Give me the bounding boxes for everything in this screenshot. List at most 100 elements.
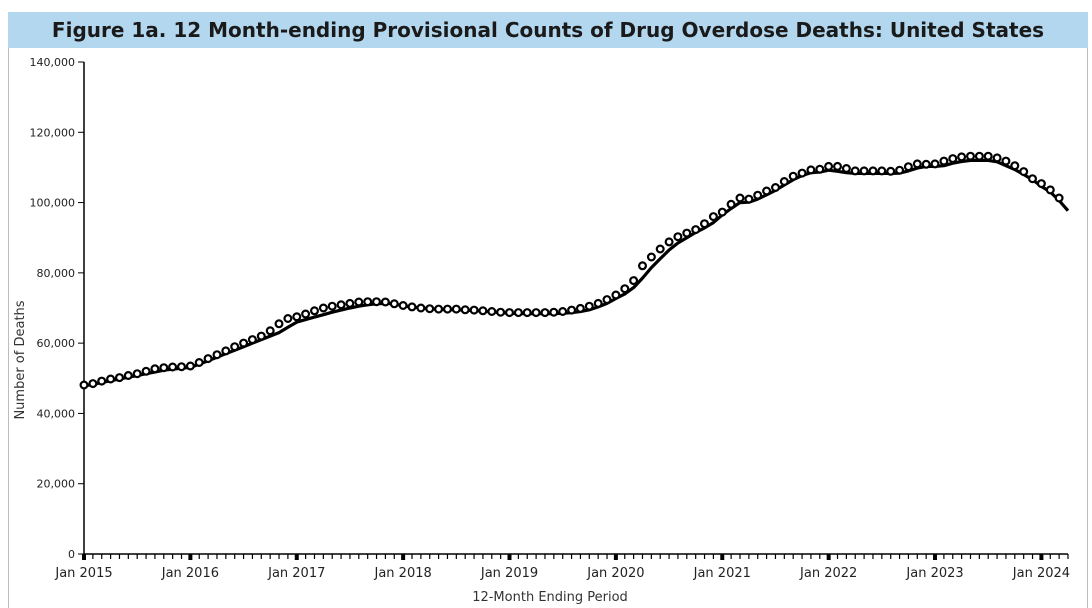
reported-point: [389, 299, 399, 309]
x-tick-label: Jan 2019: [480, 566, 538, 581]
reported-point: [354, 297, 364, 307]
reported-point: [1001, 156, 1011, 166]
reported-point: [274, 319, 284, 329]
y-tick-label: 80,000: [37, 267, 76, 280]
reported-point: [974, 151, 984, 161]
reported-point: [1036, 179, 1046, 189]
reported-point: [717, 207, 727, 217]
series-group: [79, 151, 1070, 390]
y-axis-ticks: 0 20,000 40,000 60,000 80,000 100,000 120,000 1…: [30, 56, 84, 561]
reported-point: [558, 307, 568, 317]
reported-point: [850, 166, 860, 176]
reported-point: [79, 380, 89, 390]
reported-point: [655, 244, 665, 254]
reported-point: [912, 159, 922, 169]
reported-point: [620, 284, 630, 294]
reported-point: [673, 232, 683, 242]
reported-point: [788, 171, 798, 181]
reported-point: [177, 362, 187, 372]
reported-point: [425, 304, 435, 314]
reported-point: [363, 297, 373, 307]
reported-point: [106, 374, 116, 384]
reported-point: [256, 331, 266, 341]
reported-point: [957, 152, 967, 162]
reported-point: [434, 304, 444, 314]
y-tick-label: 0: [68, 548, 75, 561]
reported-point: [1027, 174, 1037, 184]
reported-point: [903, 162, 913, 172]
reported-point: [629, 276, 639, 286]
reported-point: [203, 354, 213, 364]
reported-point: [815, 164, 825, 174]
x-axis-title: 12-Month Ending Period: [472, 590, 628, 605]
chart-title-text: Figure 1a. 12 Month-ending Provisional C…: [51, 18, 1045, 42]
reported-point: [611, 290, 621, 300]
reported-point: [939, 156, 949, 166]
reported-point: [744, 194, 754, 204]
reported-point: [797, 168, 807, 178]
x-axis-ticks: Jan 2015 Jan 2016 Jan 2017 Jan 2018 Jan 2019…: [54, 554, 1070, 581]
reported-point: [221, 346, 231, 356]
reported-point: [584, 301, 594, 311]
reported-point: [372, 297, 382, 307]
reported-point: [265, 326, 275, 336]
reported-point: [310, 306, 320, 316]
y-tick-label: 140,000: [30, 56, 76, 69]
reported-point: [779, 177, 789, 187]
reported-point: [841, 164, 851, 174]
reported-point: [416, 303, 426, 313]
reported-point: [992, 153, 1002, 163]
reported-point: [753, 190, 763, 200]
reported-point: [549, 307, 559, 317]
reported-point: [708, 212, 718, 222]
reported-point: [726, 199, 736, 209]
reported-point: [877, 166, 887, 176]
y-axis-title: Number of Deaths: [13, 300, 28, 419]
reported-point: [1054, 193, 1064, 203]
reported-point: [230, 342, 240, 352]
reported-point: [380, 297, 390, 307]
reported-point: [123, 371, 133, 381]
reported-point: [97, 376, 107, 386]
x-tick-label: Jan 2023: [905, 566, 963, 581]
y-tick-label: 40,000: [37, 407, 76, 420]
x-tick-label: Jan 2021: [693, 566, 751, 581]
reported-point: [469, 305, 479, 315]
reported-point: [478, 306, 488, 316]
reported-point: [637, 261, 647, 271]
reported-point: [451, 304, 461, 314]
reported-point: [735, 193, 745, 203]
reported-point: [770, 183, 780, 193]
reported-point: [460, 305, 470, 315]
reported-point: [150, 364, 160, 374]
y-tick-label: 60,000: [37, 337, 76, 350]
reported-point: [895, 165, 905, 175]
reported-point: [886, 166, 896, 176]
reported-point: [868, 166, 878, 176]
reported-point: [185, 361, 195, 371]
reported-point: [212, 350, 222, 360]
reported-point: [567, 305, 577, 315]
reported-point: [141, 366, 151, 376]
reported-point: [762, 186, 772, 196]
reported-point: [283, 314, 293, 324]
x-tick-label: Jan 2015: [54, 566, 112, 581]
reported-point: [345, 298, 355, 308]
reported-point: [540, 308, 550, 318]
x-tick-label: Jan 2017: [267, 566, 325, 581]
reported-point: [336, 300, 346, 310]
reported-point: [505, 308, 515, 318]
x-tick-label: Jan 2020: [586, 566, 644, 581]
reported-point: [114, 373, 124, 383]
reported-point: [824, 161, 834, 171]
reported-point: [593, 298, 603, 308]
reported-point: [88, 379, 98, 389]
reported-point: [575, 303, 585, 313]
reported-point: [859, 166, 869, 176]
reported-point: [292, 312, 302, 322]
axes: [83, 62, 1068, 555]
reported-point: [522, 308, 532, 318]
reported-point: [398, 301, 408, 311]
reported-point: [531, 308, 541, 318]
